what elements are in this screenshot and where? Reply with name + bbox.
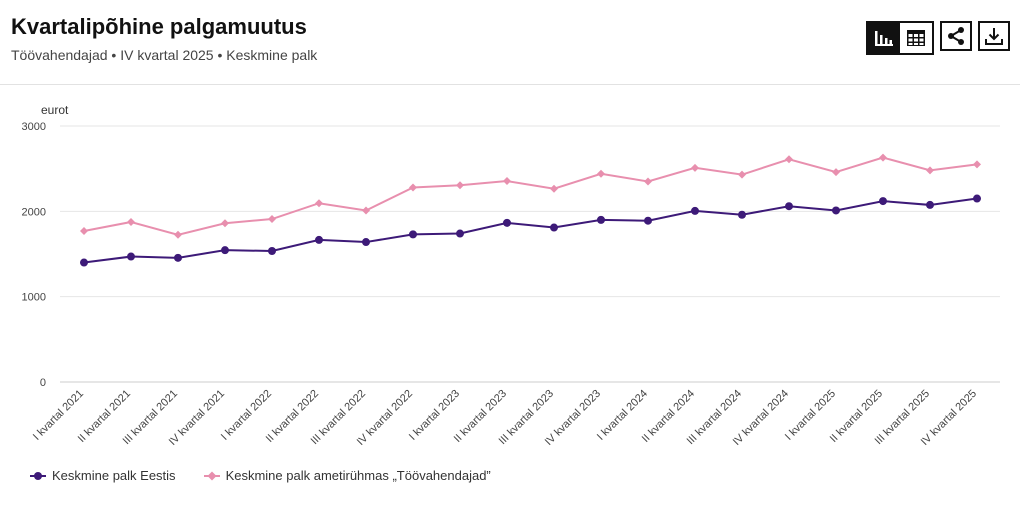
series-2-point-8: [456, 181, 464, 190]
header-divider: [0, 84, 1020, 85]
series-2-point-10: [550, 184, 558, 193]
series-1-point-3: [221, 246, 229, 255]
chart-toolbar: [866, 21, 1010, 55]
series-2-point-19: [973, 160, 981, 169]
series-1-point-1: [127, 252, 135, 261]
series-2-point-18: [926, 166, 934, 175]
series-1-point-8: [456, 229, 464, 238]
series-1-point-2: [174, 253, 182, 262]
download-button[interactable]: [978, 21, 1010, 51]
series-1-point-16: [832, 206, 840, 215]
series-2-point-12: [644, 177, 652, 186]
y-tick-label-0: 0: [40, 377, 46, 389]
share-button[interactable]: [940, 21, 972, 51]
series-2-point-9: [503, 177, 511, 186]
y-axis-label: eurot: [41, 103, 69, 117]
series-1-point-5: [315, 235, 323, 244]
series-1-point-6: [362, 238, 370, 247]
series-1-point-12: [644, 216, 652, 225]
series-2-point-11: [597, 169, 605, 178]
chart-title: Kvartalipõhine palgamuutus: [11, 14, 307, 39]
chart-view-button[interactable]: [868, 23, 900, 53]
download-icon: [985, 28, 1003, 45]
view-toggle-group: [866, 21, 934, 55]
bar-chart-icon: [875, 31, 893, 46]
series-1-point-17: [879, 197, 887, 206]
share-icon: [948, 27, 964, 45]
series-1-point-7: [409, 230, 417, 239]
series-2-point-14: [738, 170, 746, 179]
series-1-point-13: [691, 206, 699, 215]
series-line-2: [83, 156, 978, 236]
series-1-point-0: [80, 258, 88, 267]
series-1-point-10: [550, 223, 558, 232]
series-1-point-11: [597, 215, 605, 224]
series-2-point-1: [127, 218, 135, 226]
legend-label-series-2: Keskmine palk ametirühmas „Töövahendajad…: [225, 468, 491, 483]
y-tick-label-2: 2000: [22, 206, 46, 218]
table-icon: [907, 30, 925, 46]
series-2-point-4: [268, 215, 276, 224]
series-line-1: [83, 197, 978, 264]
series-2-point-3: [221, 219, 229, 228]
chart-subtitle: Töövahendajad • IV kvartal 2025 • Keskmi…: [11, 47, 318, 63]
series-1-point-4: [268, 247, 276, 256]
chart-legend: Keskmine palk Eestis Keskmine palk ameti…: [30, 468, 491, 483]
series-2-point-6: [362, 206, 370, 215]
y-tick-label-3: 3000: [22, 121, 46, 133]
series-1-point-14: [738, 210, 746, 219]
series-2-point-16: [832, 168, 840, 177]
series-2-point-0: [80, 226, 88, 235]
legend-item-series-1[interactable]: Keskmine palk Eestis: [30, 468, 176, 483]
series-2-point-5: [315, 199, 323, 208]
series-1-point-15: [785, 202, 793, 211]
series-2-point-13: [691, 163, 699, 172]
diamond-marker-icon: [203, 471, 220, 480]
table-view-button[interactable]: [900, 23, 932, 53]
legend-label-series-1: Keskmine palk Eestis: [52, 468, 176, 483]
series-2-point-7: [409, 183, 417, 192]
series-1-point-9: [503, 218, 511, 227]
series-2-point-15: [785, 155, 793, 164]
circle-marker-icon: [30, 471, 46, 480]
legend-item-series-2[interactable]: Keskmine palk ametirühmas „Töövahendajad…: [203, 468, 491, 483]
series-2-point-17: [879, 153, 887, 162]
series-1-point-19: [973, 194, 981, 203]
y-tick-label-1: 1000: [22, 292, 46, 304]
series-1-point-18: [926, 200, 934, 209]
series-2-point-2: [174, 230, 182, 239]
